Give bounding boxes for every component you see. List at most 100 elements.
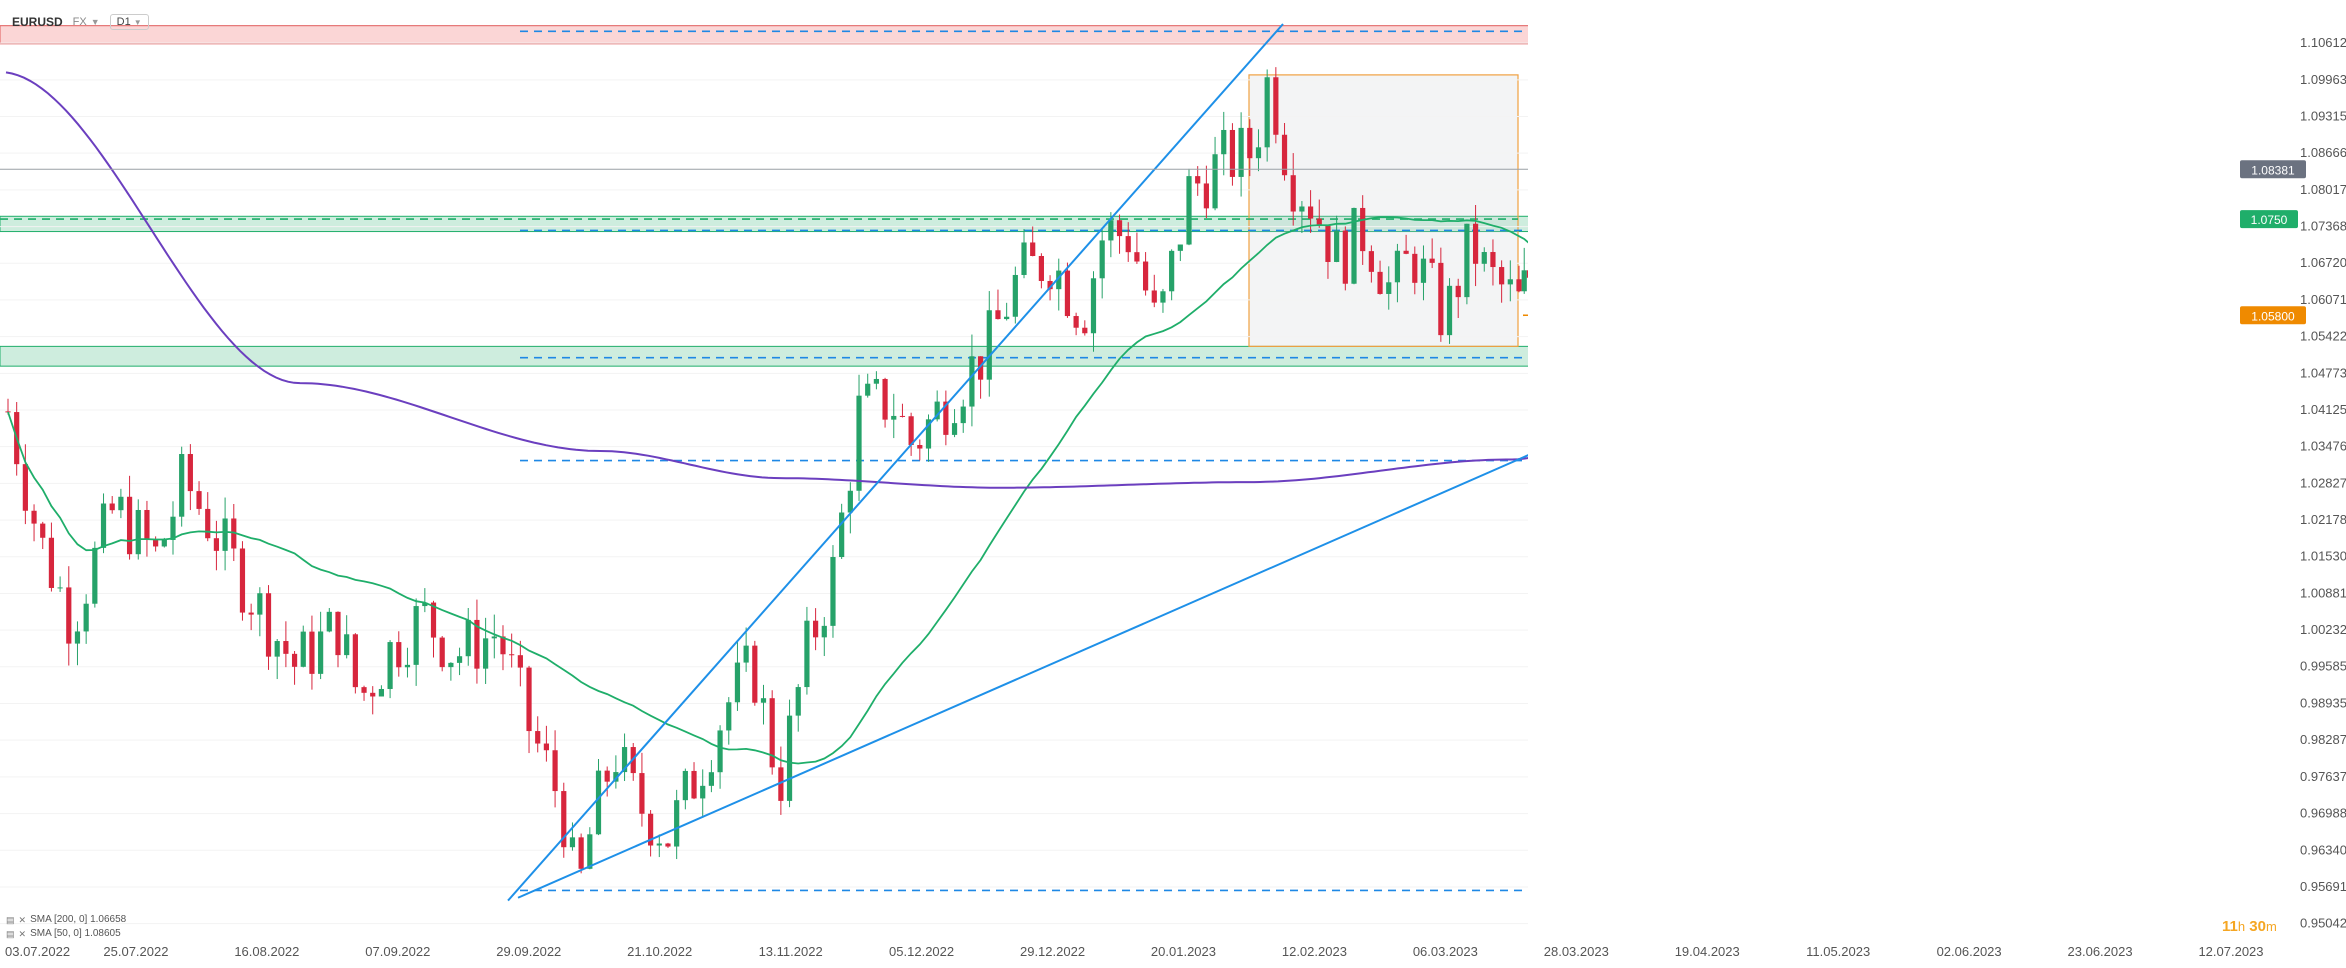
candle[interactable] (726, 702, 732, 731)
candle[interactable] (1177, 244, 1183, 251)
candle[interactable] (335, 611, 341, 656)
candle[interactable] (882, 378, 888, 420)
candle[interactable] (674, 800, 680, 847)
candle[interactable] (92, 547, 98, 604)
candle[interactable] (57, 587, 63, 589)
settings-icon[interactable]: ▤ (6, 929, 15, 939)
range-box[interactable] (1248, 74, 1519, 347)
candle[interactable] (778, 767, 784, 801)
candle[interactable] (239, 548, 246, 613)
candle[interactable] (5, 411, 11, 413)
candle[interactable] (925, 419, 932, 449)
candle[interactable] (665, 843, 671, 847)
candle[interactable] (1056, 270, 1062, 290)
candle[interactable] (1446, 285, 1453, 336)
candle[interactable] (595, 770, 602, 835)
candle[interactable] (1386, 282, 1392, 294)
timeframe-selector[interactable]: D1 ▼ (109, 14, 149, 30)
candle[interactable] (769, 698, 775, 768)
candle[interactable] (899, 415, 906, 417)
candle[interactable] (526, 667, 532, 732)
candle[interactable] (300, 631, 306, 667)
candle[interactable] (986, 310, 992, 380)
candle[interactable] (22, 464, 28, 511)
candle[interactable] (265, 593, 272, 657)
candle[interactable] (1464, 223, 1470, 298)
settings-icon[interactable]: ▤ (6, 915, 15, 925)
candle[interactable] (1169, 250, 1175, 292)
candle[interactable] (569, 837, 576, 848)
candle[interactable] (1212, 154, 1218, 209)
candle[interactable] (1377, 271, 1383, 294)
candle[interactable] (205, 508, 211, 539)
candle[interactable] (847, 490, 853, 513)
candle[interactable] (1472, 223, 1479, 264)
candle[interactable] (291, 653, 298, 667)
candle[interactable] (144, 509, 150, 540)
symbol-label[interactable]: EURUSD (12, 15, 63, 29)
candle[interactable] (135, 509, 141, 555)
candle[interactable] (257, 593, 263, 615)
candle[interactable] (1307, 206, 1314, 219)
candle[interactable] (439, 637, 445, 668)
candle[interactable] (691, 770, 697, 799)
candle[interactable] (509, 654, 515, 656)
candle[interactable] (187, 454, 193, 492)
candle[interactable] (344, 634, 350, 656)
candle[interactable] (361, 687, 367, 693)
candle[interactable] (1325, 225, 1331, 262)
candle[interactable] (1290, 175, 1296, 212)
candle[interactable] (66, 587, 72, 644)
candle[interactable] (500, 636, 506, 655)
candle[interactable] (1429, 258, 1435, 263)
candle[interactable] (604, 770, 610, 782)
candle[interactable] (118, 496, 124, 511)
candle[interactable] (1116, 220, 1123, 237)
candle[interactable] (1195, 176, 1201, 184)
candle[interactable] (639, 773, 645, 814)
candle[interactable] (804, 620, 810, 688)
candle[interactable] (31, 510, 37, 524)
candle[interactable] (535, 731, 541, 744)
candle[interactable] (1247, 127, 1253, 159)
candle[interactable] (491, 636, 497, 639)
candle[interactable] (1108, 220, 1114, 241)
candle[interactable] (1160, 291, 1166, 303)
candle[interactable] (621, 747, 628, 773)
candle[interactable] (1499, 267, 1505, 285)
candle[interactable] (1516, 279, 1522, 292)
candle[interactable] (717, 730, 723, 773)
candle[interactable] (1273, 77, 1279, 135)
candle[interactable] (943, 401, 949, 435)
candle[interactable] (422, 602, 428, 607)
candle[interactable] (1125, 236, 1131, 253)
candle[interactable] (1342, 230, 1348, 284)
candle[interactable] (1521, 270, 1527, 292)
candle[interactable] (648, 813, 654, 846)
candle[interactable] (231, 518, 237, 549)
candle[interactable] (430, 602, 437, 638)
candle[interactable] (456, 656, 463, 663)
candle[interactable] (1151, 290, 1157, 303)
candle[interactable] (1073, 316, 1079, 328)
candle[interactable] (1142, 261, 1149, 291)
candle[interactable] (483, 638, 489, 669)
candle[interactable] (656, 843, 662, 846)
candle[interactable] (274, 641, 280, 657)
candle[interactable] (1264, 77, 1270, 148)
candle[interactable] (318, 631, 324, 674)
candle[interactable] (995, 310, 1001, 320)
candle[interactable] (1099, 240, 1105, 279)
candle[interactable] (326, 611, 332, 632)
candle[interactable] (413, 606, 419, 665)
candle[interactable] (613, 772, 619, 782)
candle[interactable] (213, 538, 220, 551)
candle[interactable] (1299, 206, 1305, 212)
candle[interactable] (1064, 270, 1071, 317)
candle[interactable] (821, 625, 827, 638)
candle[interactable] (700, 785, 706, 799)
candle[interactable] (100, 503, 107, 548)
candle[interactable] (977, 356, 984, 380)
candle[interactable] (83, 603, 89, 632)
